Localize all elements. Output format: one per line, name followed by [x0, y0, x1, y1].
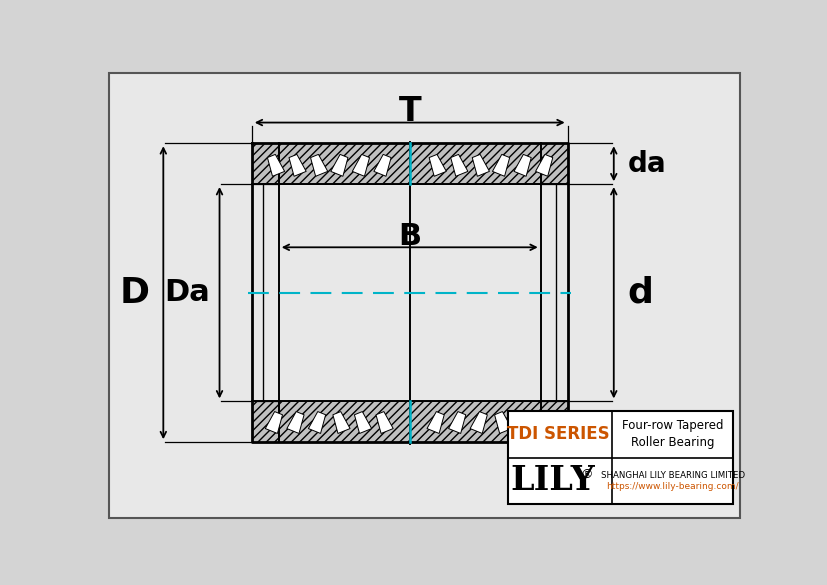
Polygon shape [471, 154, 489, 176]
Text: Four-row Tapered
Roller Bearing: Four-row Tapered Roller Bearing [621, 419, 723, 449]
Polygon shape [251, 401, 566, 442]
Polygon shape [267, 154, 284, 176]
Polygon shape [494, 412, 511, 433]
Text: d: d [627, 276, 653, 309]
Polygon shape [265, 412, 282, 433]
Polygon shape [492, 154, 509, 176]
Text: SHANGHAI LILY BEARING LIMITED: SHANGHAI LILY BEARING LIMITED [600, 471, 743, 480]
Text: Da: Da [165, 278, 210, 307]
Bar [508, 411, 732, 504]
Polygon shape [375, 412, 393, 433]
Polygon shape [330, 154, 347, 176]
Polygon shape [535, 154, 552, 176]
Text: da: da [627, 150, 666, 178]
Polygon shape [351, 154, 369, 176]
Polygon shape [537, 412, 554, 433]
Text: LILY: LILY [510, 464, 595, 497]
Polygon shape [428, 154, 446, 176]
Polygon shape [289, 154, 306, 176]
Text: https://www.lily-bearing.com/: https://www.lily-bearing.com/ [605, 482, 738, 491]
Polygon shape [448, 412, 466, 433]
Text: T: T [398, 95, 420, 128]
Text: D: D [119, 276, 150, 309]
Polygon shape [354, 412, 371, 433]
Polygon shape [286, 412, 304, 433]
Text: TDI SERIES: TDI SERIES [506, 425, 609, 443]
Polygon shape [310, 154, 327, 176]
Polygon shape [514, 154, 531, 176]
Polygon shape [374, 154, 390, 176]
Polygon shape [470, 412, 487, 433]
Polygon shape [427, 412, 443, 433]
Polygon shape [332, 412, 350, 433]
Polygon shape [308, 412, 325, 433]
Polygon shape [251, 143, 566, 184]
Text: B: B [398, 222, 421, 251]
Polygon shape [515, 412, 533, 433]
Polygon shape [450, 154, 467, 176]
Text: ®: ® [579, 467, 591, 480]
